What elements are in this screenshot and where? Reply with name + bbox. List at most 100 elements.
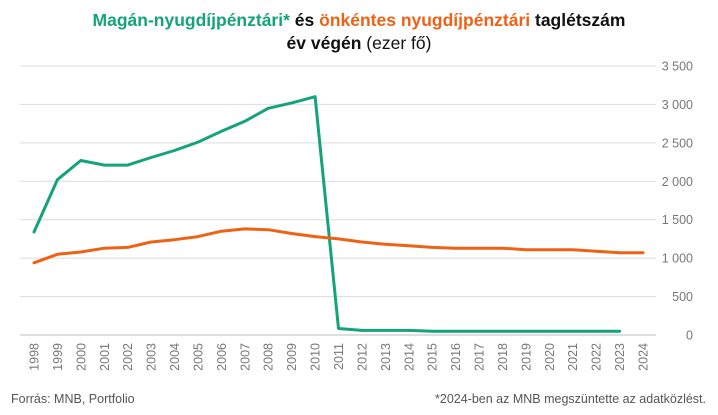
data-point-voluntary [33, 261, 36, 264]
data-point-voluntary [79, 250, 82, 253]
data-point-voluntary [454, 247, 457, 250]
x-tick-label: 2012 [355, 343, 369, 371]
data-point-private [384, 329, 387, 332]
x-tick-label: 2017 [473, 343, 487, 371]
data-point-private [314, 95, 317, 98]
data-point-private [33, 231, 36, 234]
x-tick-label: 2003 [145, 343, 159, 371]
data-point-voluntary [267, 228, 270, 231]
data-point-voluntary [384, 243, 387, 246]
data-point-private [267, 107, 270, 110]
x-tick-label: 2008 [262, 343, 276, 371]
data-point-voluntary [103, 247, 106, 250]
data-point-voluntary [56, 253, 59, 256]
title-private-label: Magán-nyugdíjpénztári* [92, 10, 290, 30]
data-point-voluntary [173, 238, 176, 241]
data-point-private [407, 329, 410, 332]
data-point-private [337, 327, 340, 330]
data-point-private [56, 178, 59, 181]
data-point-voluntary [150, 241, 153, 244]
data-point-voluntary [548, 248, 551, 251]
y-tick-label: 0 [686, 329, 693, 343]
x-tick-label: 2021 [566, 343, 580, 371]
x-tick-label: 2016 [449, 343, 463, 371]
data-point-voluntary [290, 232, 293, 235]
data-point-private [478, 330, 481, 333]
data-point-private [595, 330, 598, 333]
data-point-private [79, 159, 82, 162]
title-line2-bold: év végén [286, 33, 362, 53]
x-tick-label: 2007 [238, 343, 252, 371]
data-point-voluntary [337, 237, 340, 240]
x-tick-label: 2000 [74, 343, 88, 371]
data-point-private [150, 156, 153, 159]
x-tick-label: 2014 [402, 343, 416, 371]
y-tick-label: 500 [672, 290, 693, 304]
x-tick-label: 2022 [590, 343, 604, 371]
y-tick-label: 3 000 [662, 98, 693, 112]
data-point-voluntary [618, 251, 621, 254]
data-point-voluntary [407, 244, 410, 247]
data-point-private [126, 164, 129, 167]
data-point-private [524, 330, 527, 333]
footnote: *2024-ben az MNB megszüntette az adatköz… [435, 392, 706, 406]
data-point-private [173, 149, 176, 152]
data-point-voluntary [571, 248, 574, 251]
title-voluntary-label: önkéntes nyugdíjpénztári [319, 10, 531, 30]
title-connector: és [289, 10, 320, 30]
x-tick-label: 2010 [309, 343, 323, 371]
data-point-voluntary [478, 247, 481, 250]
data-point-voluntary [314, 235, 317, 238]
x-tick-label: 2024 [637, 343, 651, 371]
x-tick-label: 2006 [215, 343, 229, 371]
data-point-private [501, 330, 504, 333]
data-point-voluntary [360, 241, 363, 244]
data-point-private [360, 329, 363, 332]
data-point-voluntary [642, 251, 645, 254]
x-tick-label: 2011 [332, 343, 346, 370]
x-tick-label: 2004 [168, 343, 182, 371]
data-point-private [571, 330, 574, 333]
y-tick-label: 2 500 [662, 136, 693, 150]
data-point-voluntary [431, 246, 434, 249]
x-tick-label: 2002 [121, 343, 135, 371]
data-point-voluntary [501, 247, 504, 250]
data-point-voluntary [524, 248, 527, 251]
x-tick-label: 2019 [519, 343, 533, 371]
data-point-private [431, 330, 434, 333]
series-line-private [32, 95, 622, 333]
y-tick-label: 3 500 [662, 60, 693, 74]
data-point-voluntary [595, 250, 598, 253]
title-line2-unit: (ezer fő) [361, 33, 432, 53]
data-point-private [618, 330, 621, 333]
x-tick-label: 2015 [426, 343, 440, 371]
title-suffix: taglétszám [530, 10, 626, 30]
series-line-voluntary [32, 227, 645, 265]
data-point-private [454, 330, 457, 333]
x-tick-label: 1998 [28, 343, 42, 371]
data-point-voluntary [243, 227, 246, 230]
data-point-private [196, 141, 199, 144]
chart-title-line1: Magán-nyugdíjpénztári* és önkéntes nyugd… [0, 10, 718, 31]
chart-title-line2: év végén (ezer fő) [0, 33, 718, 54]
data-point-voluntary [196, 235, 199, 238]
x-tick-label: 2005 [191, 343, 205, 371]
data-point-voluntary [126, 246, 129, 249]
data-point-private [548, 330, 551, 333]
x-tick-label: 2018 [496, 343, 510, 371]
data-point-private [103, 164, 106, 167]
x-tick-label: 2020 [543, 343, 557, 371]
x-tick-label: 2023 [613, 343, 627, 371]
x-tick-label: 2001 [98, 343, 112, 371]
y-tick-label: 1 000 [662, 252, 693, 266]
data-point-private [220, 130, 223, 133]
data-point-private [290, 101, 293, 104]
data-point-private [243, 120, 246, 123]
source-note: Forrás: MNB, Portfolio [11, 392, 135, 406]
data-point-voluntary [220, 230, 223, 233]
y-tick-label: 2 000 [662, 175, 693, 189]
x-tick-label: 1999 [51, 343, 65, 371]
x-tick-label: 2009 [285, 343, 299, 371]
y-tick-label: 1 500 [662, 213, 693, 227]
